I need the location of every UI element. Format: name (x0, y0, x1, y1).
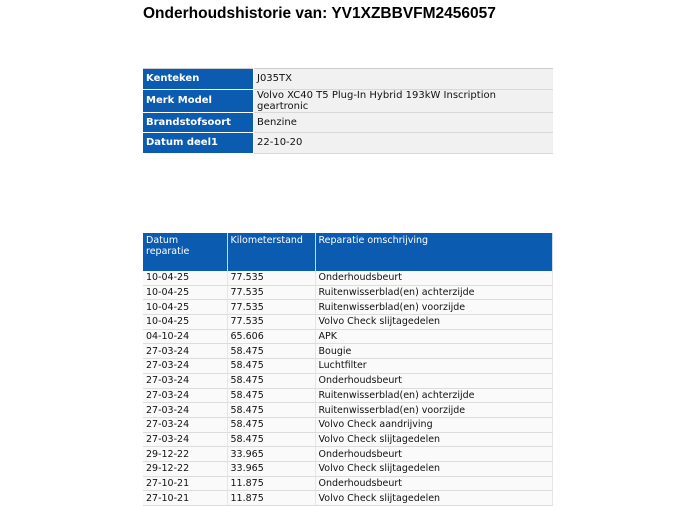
cell-kilometerstand: 58.475 (227, 432, 316, 448)
column-header-omschrijving: Reparatie omschrijving (315, 233, 553, 271)
table-row: 27-03-24 58.475 Volvo Check aandrijving (143, 417, 553, 433)
info-label: Kenteken (143, 68, 254, 90)
cell-datum: 27-10-21 (143, 476, 228, 492)
table-row: 27-03-24 58.475 Luchtfilter (143, 358, 553, 374)
cell-kilometerstand: 77.535 (227, 314, 316, 330)
info-row-datum-deel1: Datum deel1 22-10-20 (143, 132, 553, 154)
table-row: 27-03-24 58.475 Volvo Check slijtagedelen (143, 432, 553, 448)
cell-datum: 27-03-24 (143, 343, 228, 360)
table-row: 27-10-21 11.875 Onderhoudsbeurt (143, 476, 553, 492)
info-value: 22-10-20 (253, 132, 553, 154)
info-row-merk-model: Merk Model Volvo XC40 T5 Plug-In Hybrid 1… (143, 89, 553, 113)
cell-datum: 27-03-24 (143, 432, 228, 448)
table-row: 04-10-24 65.606 APK (143, 329, 553, 345)
table-row: 27-03-24 58.475 Bougie (143, 343, 553, 360)
table-row: 10-04-25 77.535 Onderhoudsbeurt (143, 271, 553, 286)
cell-datum: 27-03-24 (143, 417, 228, 433)
table-row: 27-03-24 58.475 Ruitenwisserblad(en) voorz… (143, 402, 553, 418)
cell-kilometerstand: 77.535 (227, 299, 316, 316)
table-row: 10-04-25 77.535 Ruitenwisserblad(en) achte… (143, 285, 553, 301)
table-row: 29-12-22 33.965 Volvo Check slijtagedelen (143, 461, 553, 477)
cell-datum: 29-12-22 (143, 461, 228, 477)
cell-kilometerstand: 58.475 (227, 373, 316, 389)
info-label: Merk Model (143, 89, 254, 113)
cell-omschrijving: Volvo Check slijtagedelen (315, 490, 553, 506)
cell-datum: 10-04-25 (143, 271, 228, 286)
table-row: 10-04-25 77.535 Ruitenwisserblad(en) voorz… (143, 299, 553, 316)
table-row: 10-04-25 77.535 Volvo Check slijtagedelen (143, 314, 553, 330)
cell-omschrijving: Ruitenwisserblad(en) achterzijde (315, 388, 553, 404)
cell-omschrijving: Ruitenwisserblad(en) achterzijde (315, 285, 553, 301)
cell-datum: 04-10-24 (143, 329, 228, 345)
cell-datum: 10-04-25 (143, 285, 228, 301)
cell-omschrijving: Onderhoudsbeurt (315, 476, 553, 492)
info-label: Brandstofsoort (143, 112, 254, 133)
cell-omschrijving: Ruitenwisserblad(en) voorzijde (315, 402, 553, 418)
table-row: 27-10-21 11.875 Volvo Check slijtagedelen (143, 490, 553, 506)
cell-kilometerstand: 77.535 (227, 285, 316, 301)
cell-datum: 10-04-25 (143, 299, 228, 316)
info-row-kenteken: Kenteken J035TX (143, 68, 553, 90)
cell-omschrijving: Bougie (315, 343, 553, 360)
cell-omschrijving: Volvo Check slijtagedelen (315, 461, 553, 477)
vehicle-info-table: Kenteken J035TX Merk Model Volvo XC40 T5 P… (143, 68, 553, 154)
cell-omschrijving: Volvo Check slijtagedelen (315, 432, 553, 448)
cell-omschrijving: Volvo Check slijtagedelen (315, 314, 553, 330)
cell-omschrijving: Onderhoudsbeurt (315, 373, 553, 389)
info-value: J035TX (253, 68, 553, 90)
info-value: Volvo XC40 T5 Plug-In Hybrid 193kW Inscr… (253, 89, 553, 113)
cell-kilometerstand: 58.475 (227, 358, 316, 374)
column-header-kilometerstand: Kilometerstand (227, 233, 316, 271)
cell-omschrijving: APK (315, 329, 553, 345)
cell-datum: 10-04-25 (143, 314, 228, 330)
repair-history-table: Datum reparatie Kilometerstand Reparatie… (143, 233, 553, 506)
cell-kilometerstand: 58.475 (227, 417, 316, 433)
cell-omschrijving: Luchtfilter (315, 358, 553, 374)
cell-datum: 27-10-21 (143, 490, 228, 506)
cell-datum: 27-03-24 (143, 373, 228, 389)
info-label: Datum deel1 (143, 132, 254, 154)
cell-kilometerstand: 33.965 (227, 446, 316, 462)
cell-omschrijving: Ruitenwisserblad(en) voorzijde (315, 299, 553, 316)
cell-omschrijving: Onderhoudsbeurt (315, 271, 553, 286)
cell-datum: 27-03-24 (143, 358, 228, 374)
cell-kilometerstand: 58.475 (227, 343, 316, 360)
table-row: 29-12-22 33.965 Onderhoudsbeurt (143, 446, 553, 462)
cell-omschrijving: Onderhoudsbeurt (315, 446, 553, 462)
info-value: Benzine (253, 112, 553, 133)
cell-datum: 27-03-24 (143, 402, 228, 418)
cell-datum: 27-03-24 (143, 388, 228, 404)
table-header-row: Datum reparatie Kilometerstand Reparatie… (143, 233, 553, 271)
info-row-brandstofsoort: Brandstofsoort Benzine (143, 112, 553, 133)
cell-kilometerstand: 33.965 (227, 461, 316, 477)
cell-kilometerstand: 58.475 (227, 402, 316, 418)
cell-kilometerstand: 11.875 (227, 490, 316, 506)
cell-kilometerstand: 58.475 (227, 388, 316, 404)
column-header-datum: Datum reparatie (143, 233, 228, 271)
cell-kilometerstand: 11.875 (227, 476, 316, 492)
table-row: 27-03-24 58.475 Onderhoudsbeurt (143, 373, 553, 389)
cell-kilometerstand: 65.606 (227, 329, 316, 345)
cell-omschrijving: Volvo Check aandrijving (315, 417, 553, 433)
table-row: 27-03-24 58.475 Ruitenwisserblad(en) achte… (143, 388, 553, 404)
page-title: Onderhoudshistorie van: YV1XZBBVFM245605… (143, 5, 496, 22)
cell-kilometerstand: 77.535 (227, 271, 316, 286)
cell-datum: 29-12-22 (143, 446, 228, 462)
